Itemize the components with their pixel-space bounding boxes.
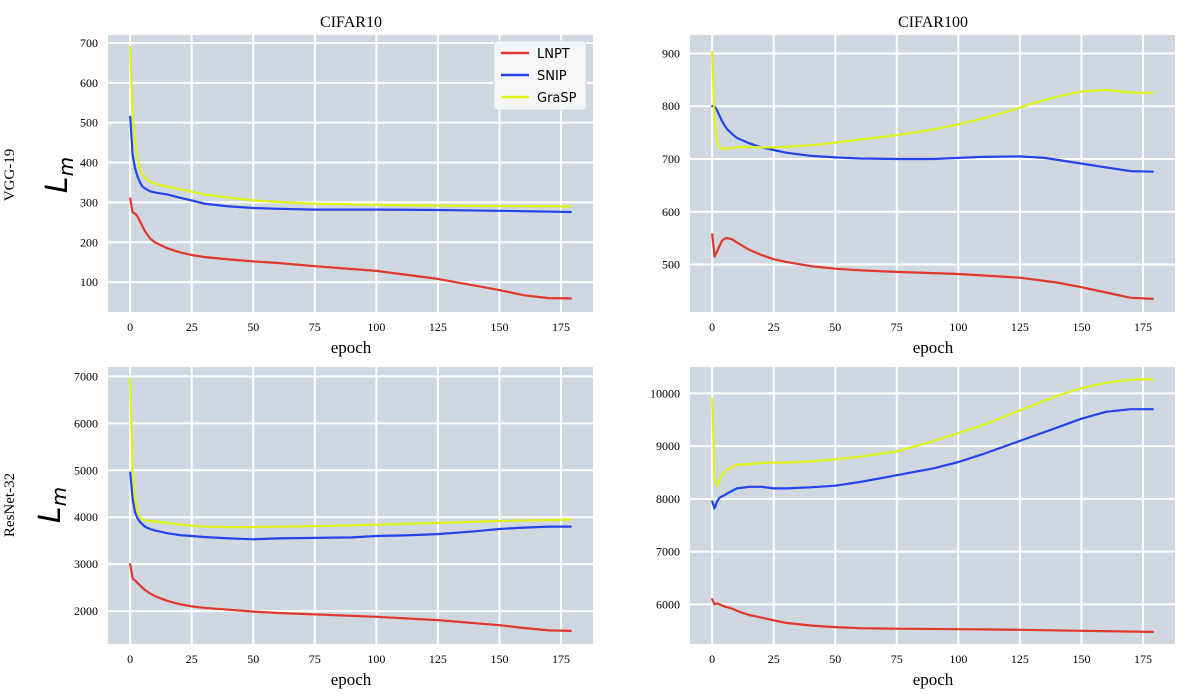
y-tick-label: 700	[80, 36, 98, 50]
y-tick-label: 400	[80, 156, 98, 170]
x-tick-label: 175	[1134, 652, 1152, 666]
y-tick-label: 500	[80, 116, 98, 130]
y-tick-label: 4000	[74, 510, 98, 524]
y-axis-label-top: Lm	[40, 157, 78, 193]
series-line-lnpt	[711, 598, 1154, 633]
y-tick-label: 900	[662, 46, 680, 60]
x-axis-label: epoch	[331, 670, 372, 689]
series-line-lnpt	[129, 197, 572, 300]
x-tick-label: 175	[552, 320, 570, 334]
x-axis-label: epoch	[331, 338, 372, 357]
y-tick-label: 8000	[656, 492, 680, 506]
panel-cifar10-resnet32: 0 25 50 75 100 125 150 175 2000 3000 4000 5000 6000 7…	[74, 367, 593, 666]
y-tick-label: 6000	[74, 416, 98, 430]
legend-box	[493, 40, 587, 111]
x-tick-label: 50	[247, 320, 259, 334]
x-tick-label: 75	[891, 652, 903, 666]
y-tick-label: 200	[80, 235, 98, 249]
x-tick-label: 125	[429, 320, 447, 334]
x-tick-label: 75	[891, 320, 903, 334]
plot-area	[690, 35, 1175, 312]
x-tick-label: 100	[367, 652, 385, 666]
x-tick-label: 150	[490, 320, 508, 334]
series-line-grasp	[129, 45, 572, 208]
panel-title-cifar100: CIFAR100	[898, 14, 968, 31]
x-axis-label: epoch	[913, 670, 954, 689]
legend-label-snip: SNIP	[537, 69, 567, 84]
x-tick-label: 100	[949, 320, 967, 334]
y-tick-label: 800	[662, 99, 680, 113]
y-tick-label: 2000	[74, 604, 98, 618]
y-tick-label: 300	[80, 195, 98, 209]
y-tick-label: 7000	[656, 545, 680, 559]
legend: LNPT SNIP GraSP	[493, 40, 587, 111]
x-tick-label: 100	[949, 652, 967, 666]
x-tick-label: 75	[309, 320, 321, 334]
x-tick-label: 125	[429, 652, 447, 666]
x-tick-label: 175	[1134, 320, 1152, 334]
x-tick-label: 25	[186, 320, 198, 334]
row-label-resnet32: ResNet-32	[2, 473, 18, 537]
panel-cifar100-vgg19: 0 25 50 75 100 125 150 175 500 600 700 800 900	[662, 35, 1175, 334]
y-axis-label-bottom: Lm	[33, 487, 71, 523]
x-axis-label: epoch	[913, 338, 954, 357]
legend-label-lnpt: LNPT	[537, 47, 570, 62]
x-tick-label: 25	[186, 652, 198, 666]
plot-area	[690, 367, 1175, 644]
row-label-vgg19: VGG-19	[2, 149, 18, 202]
y-tick-label: 7000	[74, 369, 98, 383]
x-tick-label: 150	[1072, 652, 1090, 666]
y-tick-label: 9000	[656, 439, 680, 453]
y-tick-label: 600	[80, 76, 98, 90]
x-tick-label: 125	[1011, 320, 1029, 334]
series-line-lnpt	[711, 233, 1154, 300]
x-tick-label: 150	[1072, 320, 1090, 334]
x-tick-label: 50	[829, 652, 841, 666]
y-tick-label: 600	[662, 205, 680, 219]
x-tick-label: 0	[709, 652, 715, 666]
panel-cifar100-resnet32: 0 25 50 75 100 125 150 175 6000 7000 8000 9000 10000	[650, 367, 1175, 666]
x-tick-label: 75	[309, 652, 321, 666]
series-line-lnpt	[129, 563, 572, 632]
x-tick-label: 150	[490, 652, 508, 666]
y-tick-label: 6000	[656, 597, 680, 611]
x-tick-label: 0	[127, 652, 133, 666]
x-tick-label: 25	[768, 652, 780, 666]
x-tick-label: 50	[247, 652, 259, 666]
legend-label-grasp: GraSP	[537, 91, 577, 106]
panel-title-cifar10: CIFAR10	[320, 14, 382, 31]
x-tick-label: 175	[552, 652, 570, 666]
y-tick-label: 500	[662, 258, 680, 272]
x-tick-label: 0	[127, 320, 133, 334]
series-line-snip	[129, 471, 572, 541]
plot-area	[108, 367, 593, 644]
y-tick-label: 5000	[74, 463, 98, 477]
x-tick-label: 100	[367, 320, 385, 334]
y-tick-label: 10000	[650, 386, 680, 400]
series-line-grasp	[711, 50, 1154, 151]
x-tick-label: 0	[709, 320, 715, 334]
x-tick-label: 125	[1011, 652, 1029, 666]
series-line-snip	[129, 115, 572, 214]
y-tick-label: 700	[662, 152, 680, 166]
y-tick-label: 100	[80, 275, 98, 289]
series-line-grasp	[711, 378, 1154, 487]
series-line-grasp	[129, 377, 572, 529]
x-tick-label: 25	[768, 320, 780, 334]
series-line-snip	[711, 105, 1154, 173]
x-tick-label: 50	[829, 320, 841, 334]
series-line-snip	[711, 408, 1154, 510]
y-tick-label: 3000	[74, 557, 98, 571]
